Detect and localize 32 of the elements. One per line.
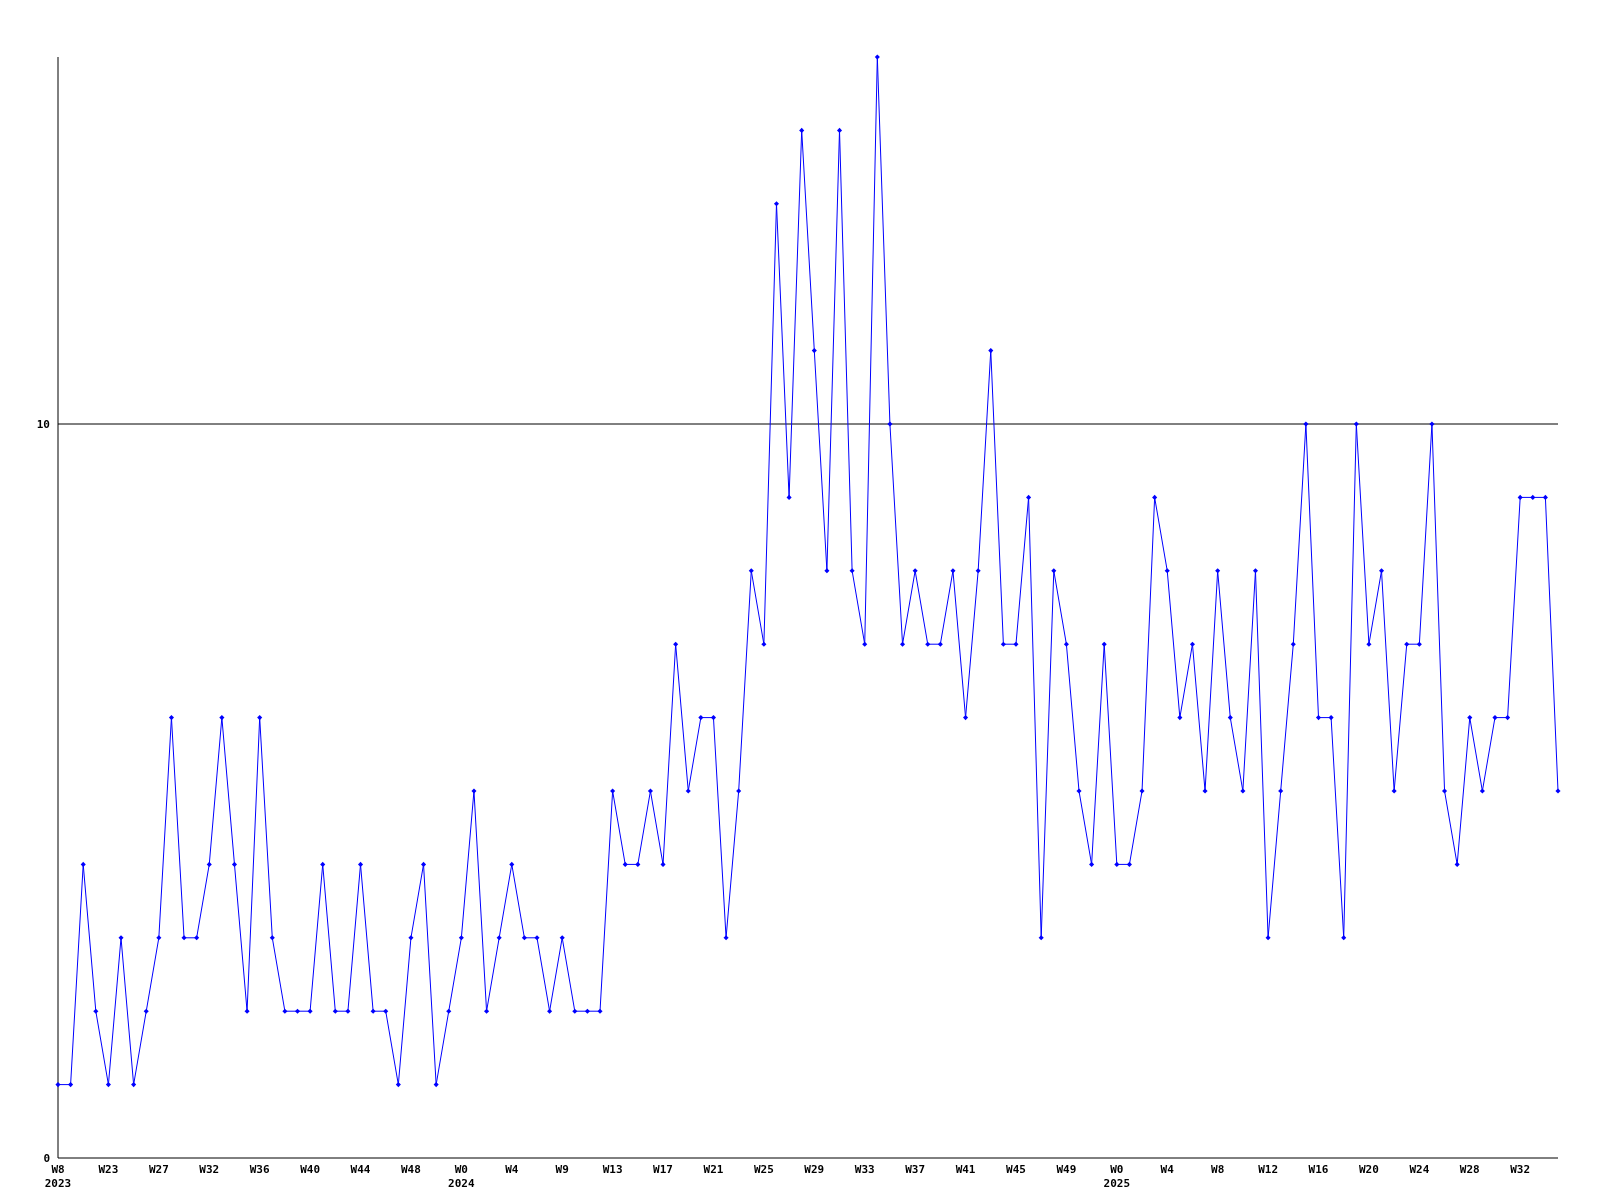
x-tick-label: W27 bbox=[148, 1163, 169, 1176]
x-tick-label: W17 bbox=[653, 1163, 673, 1176]
x-tick-label: W49 bbox=[1056, 1163, 1077, 1176]
x-tick-label: W12 bbox=[1258, 1163, 1279, 1176]
x-tick-label: W32 bbox=[1510, 1163, 1531, 1176]
x-tick-label: W0 2025 bbox=[1103, 1163, 1131, 1190]
x-tick-label: W0 2024 bbox=[448, 1163, 475, 1190]
x-tick-label: W20 bbox=[1358, 1163, 1379, 1176]
x-tick-label: W29 bbox=[804, 1163, 825, 1176]
x-tick-label: W36 bbox=[249, 1163, 270, 1176]
x-tick-label: W37 bbox=[905, 1163, 926, 1176]
x-tick-label: W21 bbox=[703, 1163, 724, 1176]
x-tick-label: W23 bbox=[98, 1163, 119, 1176]
x-tick-label: W25 bbox=[753, 1163, 774, 1176]
x-tick-label: W8 2023 bbox=[44, 1163, 72, 1190]
x-tick-label: W28 bbox=[1459, 1163, 1480, 1176]
x-tick-label: W4 bbox=[505, 1163, 519, 1176]
x-tick-label: W48 bbox=[401, 1163, 421, 1176]
x-tick-label: W8 bbox=[1211, 1163, 1225, 1176]
x-tick-label: W32 bbox=[199, 1163, 220, 1176]
y-tick-label: 0 bbox=[43, 1151, 50, 1165]
x-tick-label: W13 bbox=[602, 1163, 623, 1176]
x-tick-label: W33 bbox=[854, 1163, 875, 1176]
x-tick-label: W44 bbox=[350, 1163, 371, 1176]
x-tick-label: W4 bbox=[1160, 1163, 1175, 1176]
x-tick-label: W16 bbox=[1308, 1163, 1329, 1176]
x-tick-label: W45 bbox=[1006, 1163, 1026, 1176]
x-tick-label: W9 bbox=[555, 1163, 569, 1176]
x-tick-label: W41 bbox=[955, 1163, 976, 1176]
x-tick-label: W24 bbox=[1409, 1163, 1430, 1176]
y-tick-label: 10 bbox=[36, 417, 50, 431]
x-tick-label: W40 bbox=[300, 1163, 321, 1176]
